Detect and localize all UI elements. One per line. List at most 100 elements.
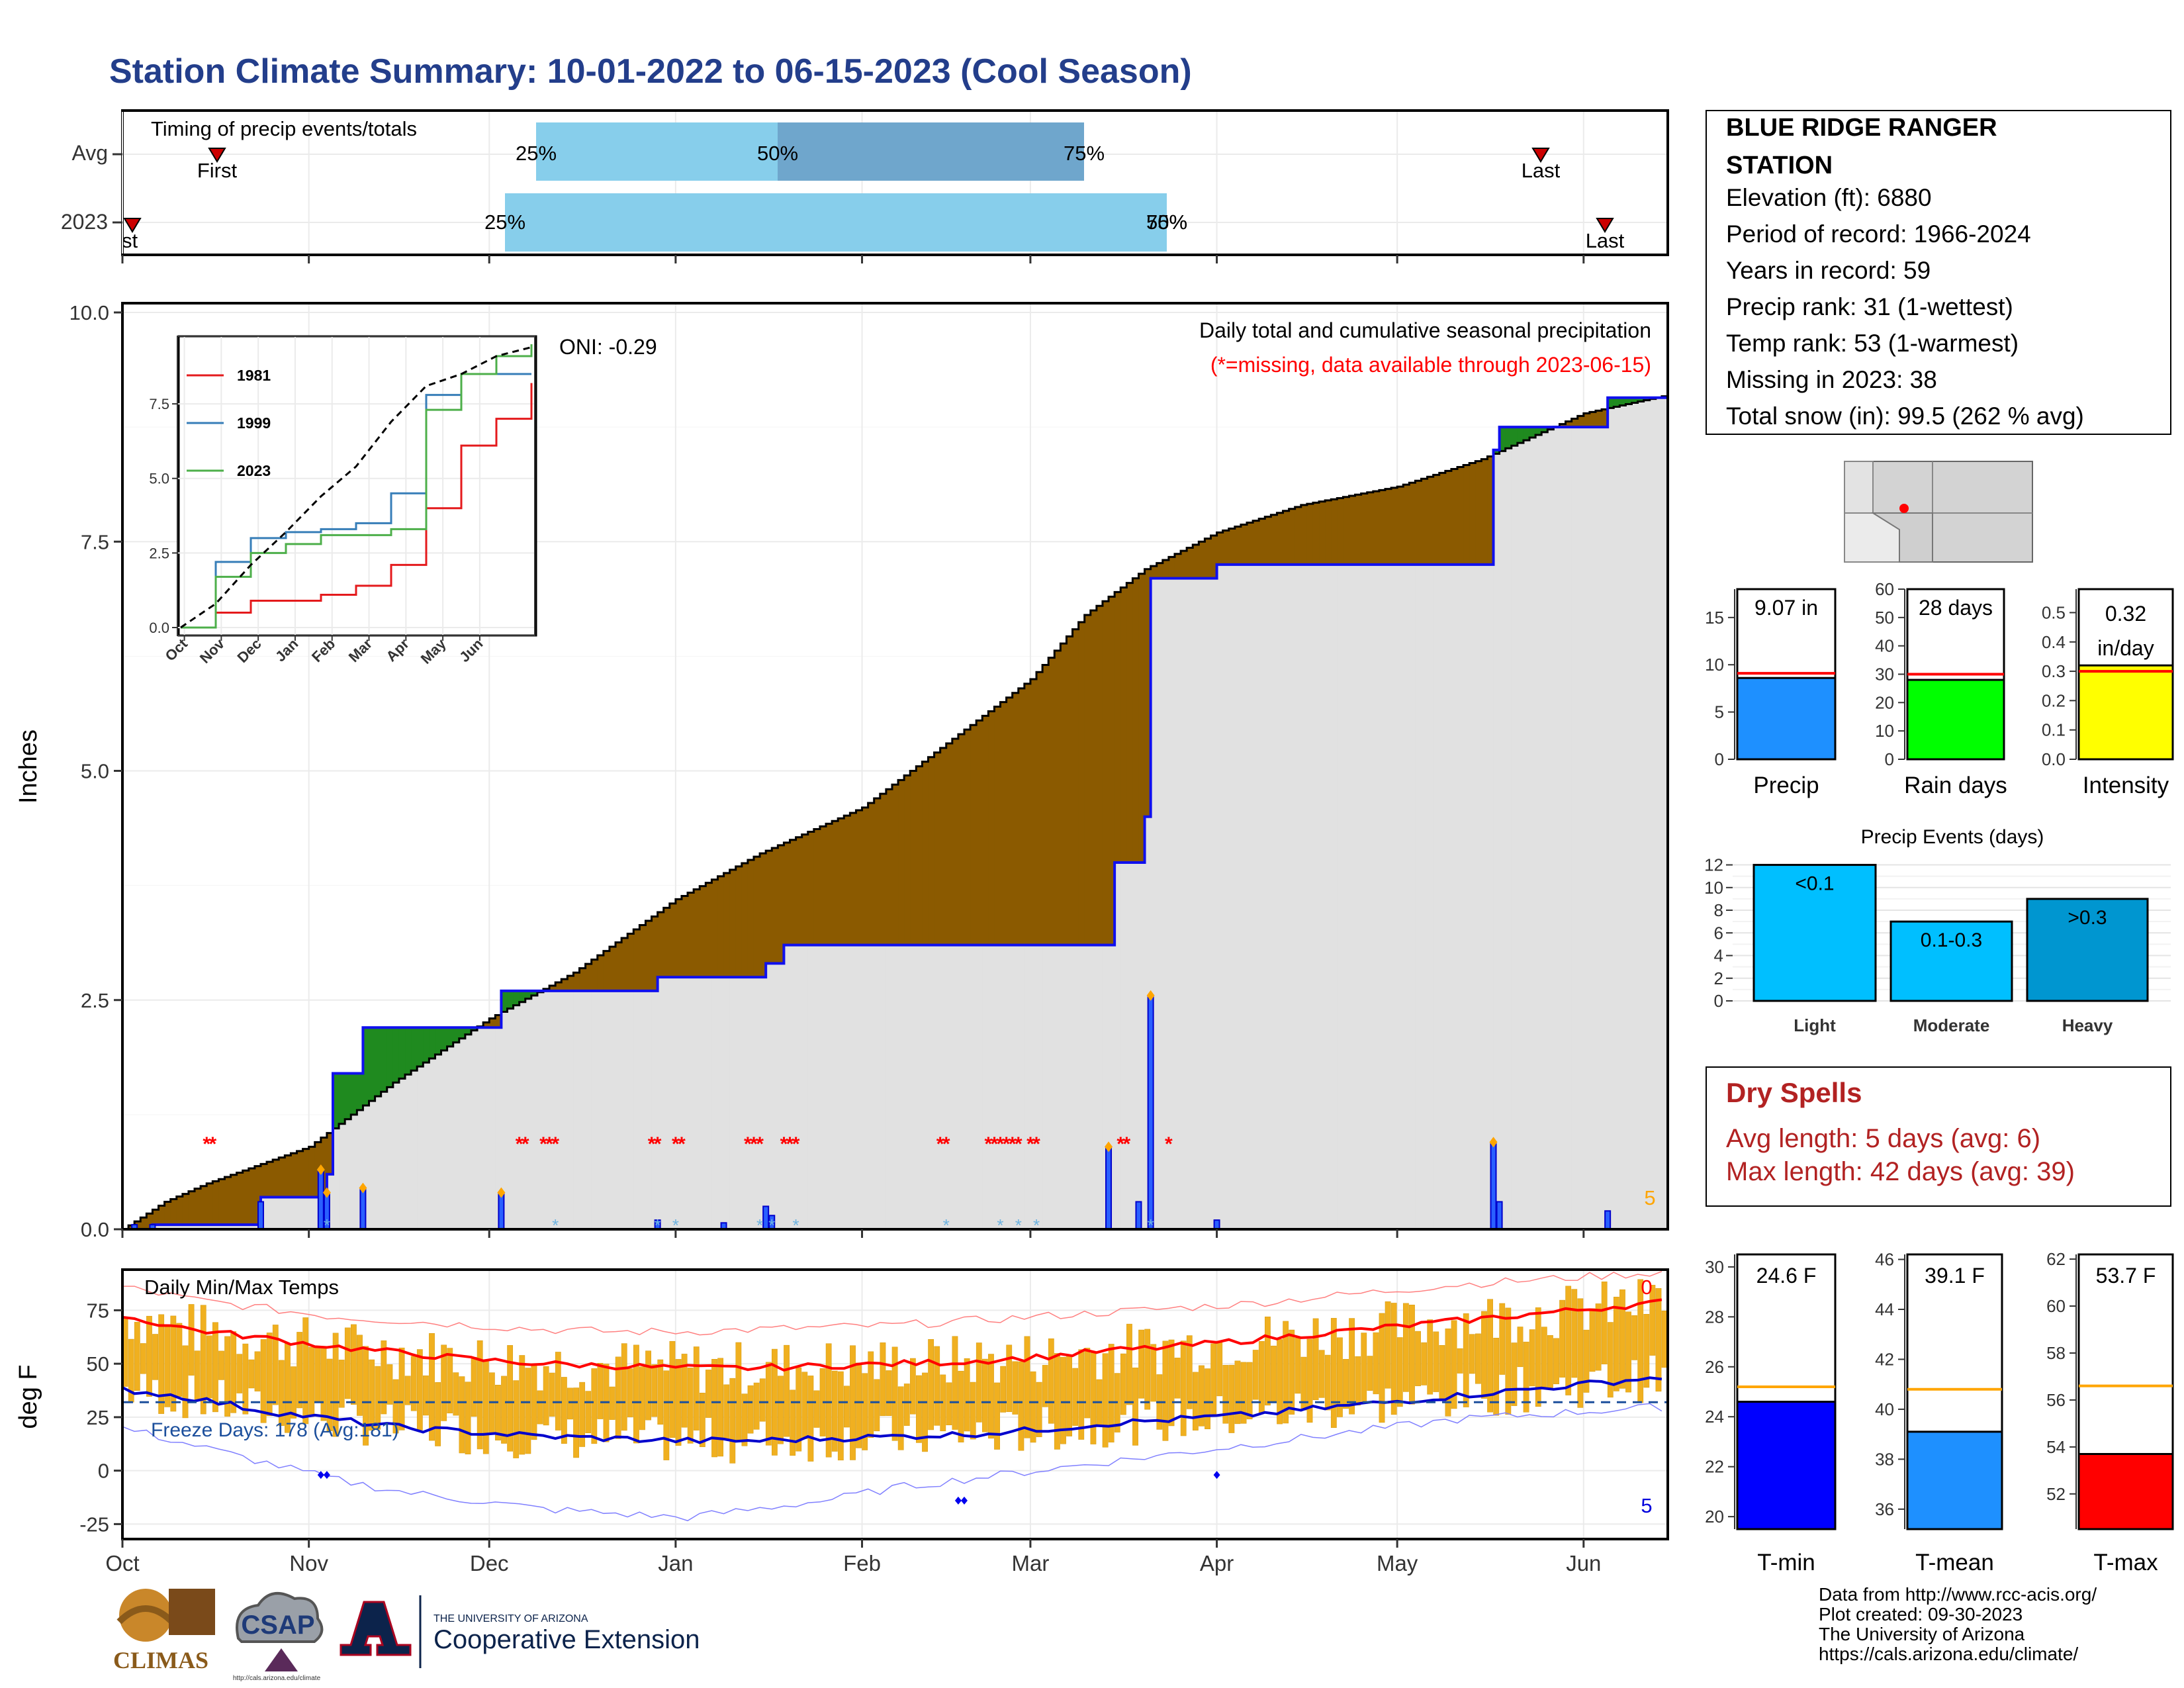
precip-deficit-area [1409, 483, 1416, 565]
missing-marker: * [1116, 1133, 1124, 1155]
daily-temp-range-bar [1090, 1352, 1097, 1444]
precip-base-area [778, 963, 785, 1228]
precip-surplus-area [459, 1027, 466, 1039]
daily-temp-range-bar [753, 1382, 760, 1430]
daily-temp-range-bar [639, 1366, 645, 1430]
precip-deficit-area [946, 743, 953, 945]
daily-temp-range-bar [302, 1317, 309, 1425]
daily-precip-max-marker [316, 1164, 325, 1175]
precip-base-area [285, 1197, 291, 1228]
precip-deficit-area [1565, 421, 1572, 428]
daily-temp-range-bar [1517, 1327, 1524, 1368]
precip-deficit-area [669, 903, 676, 978]
precip-deficit-area [688, 892, 694, 978]
precip-base-area [459, 1038, 466, 1228]
daily-temp-range-bar [862, 1373, 868, 1450]
daily-temp-range-bar [831, 1370, 838, 1452]
daily-temp-range-bar [471, 1356, 477, 1417]
events-category: Light [1794, 1015, 1836, 1035]
temp-xtick-label: Dec [470, 1551, 509, 1575]
precip-base-area [1193, 578, 1199, 1228]
inset-ytick-label: 2.5 [149, 545, 169, 561]
temp-ytick-label: 25 [87, 1406, 109, 1429]
precip-deficit-area [1048, 657, 1055, 945]
precip-deficit-area [663, 908, 670, 978]
precip-base-area [1608, 408, 1614, 1228]
timing-2023-p25: 25% [484, 211, 525, 234]
precip-deficit-area [717, 876, 725, 978]
temp-summary-fill [1906, 1430, 2003, 1530]
precip-base-area [862, 945, 869, 1228]
precip-deficit-area [254, 1166, 261, 1225]
missing-marker: * [208, 1133, 216, 1155]
oni-value: ONI: -0.29 [559, 335, 657, 359]
temp-summary-ytick: 42 [1875, 1349, 1894, 1369]
precip-deficit-area [964, 729, 971, 945]
precip-deficit-area [1433, 475, 1440, 565]
precip-note-1: Daily total and cumulative seasonal prec… [1199, 318, 1651, 342]
precip-base-area [850, 945, 857, 1228]
daily-temp-range-bar [296, 1332, 303, 1409]
events-ytick: 2 [1714, 968, 1723, 988]
daily-temp-range-bar [759, 1378, 766, 1422]
snow-marker: * [1148, 1215, 1154, 1235]
precip-deficit-area [1361, 493, 1368, 565]
precip-base-area [688, 977, 694, 1228]
daily-temp-range-bar [447, 1348, 453, 1414]
precip-base-area [1475, 564, 1482, 1228]
daily-temp-range-bar [988, 1354, 994, 1439]
credit-line: The University of Arizona [1819, 1624, 2025, 1644]
precip-base-area [1661, 397, 1666, 1228]
missing-marker: * [1032, 1133, 1040, 1155]
precip-deficit-area [201, 1186, 207, 1225]
daily-temp-range-bar [519, 1355, 525, 1455]
precip-base-area [561, 990, 568, 1228]
precip-base-area [1072, 945, 1079, 1228]
precip-base-area [1283, 564, 1290, 1228]
precip-deficit-area [170, 1199, 177, 1225]
daily-temp-range-bar [1042, 1365, 1048, 1407]
precip-base-area [1361, 564, 1368, 1228]
daily-temp-range-bar [1271, 1345, 1277, 1402]
precip-deficit-area [1457, 467, 1464, 565]
summary-bar-precip: 0 5 10 15 9.07 in Precip [1705, 588, 1837, 798]
normal-min-line [124, 1376, 1662, 1444]
precip-deficit-area [1571, 418, 1578, 428]
daily-temp-range-bar [597, 1362, 604, 1419]
daily-temp-range-bar [801, 1372, 808, 1439]
ua-logo: A THE UNIVERSITY OF ARIZONA Cooperative … [340, 1595, 700, 1668]
precip-deficit-area [1168, 557, 1175, 579]
precip-surplus-area [387, 1027, 394, 1088]
daily-temp-range-bar [278, 1360, 285, 1426]
temp-summary-bar-t-min: 20 22 24 26 28 30 24.6 F T-min [1705, 1253, 1837, 1575]
precip-deficit-area [651, 916, 659, 991]
precip-base-area [1162, 578, 1169, 1228]
daily-temp-range-bar [1481, 1311, 1487, 1399]
precip-base-area [1403, 564, 1410, 1228]
daily-temp-range-bar [1367, 1356, 1373, 1391]
precip-surplus-area [429, 1027, 436, 1059]
daily-temp-range-bar [357, 1335, 363, 1416]
daily-temp-range-bar [404, 1376, 411, 1405]
precip-deficit-area [285, 1155, 291, 1197]
daily-temp-range-bar [531, 1364, 537, 1440]
precip-base-area [1156, 578, 1163, 1228]
daily-temp-range-bar [1433, 1331, 1439, 1392]
daily-temp-range-bar [1150, 1344, 1157, 1402]
precip-base-area [1174, 578, 1181, 1228]
precip-base-area [1042, 945, 1049, 1228]
precip-surplus-area [351, 1073, 357, 1115]
precip-deficit-area [248, 1168, 255, 1225]
precip-base-area [946, 945, 953, 1228]
temp-xtick-label: Jan [658, 1551, 693, 1575]
summary-bar-ytick: 50 [1875, 608, 1894, 628]
daily-temp-range-bar [1132, 1367, 1138, 1446]
precip-deficit-area [1247, 522, 1253, 565]
events-title: Precip Events (days) [1861, 826, 2044, 848]
events-ytick: 12 [1704, 855, 1723, 875]
temp-summary-ytick: 52 [2046, 1484, 2066, 1504]
precip-deficit-area [1559, 424, 1567, 428]
daily-temp-range-bar [1577, 1298, 1584, 1408]
record-max-line [124, 1271, 1662, 1336]
precip-deficit-area [1415, 481, 1422, 565]
